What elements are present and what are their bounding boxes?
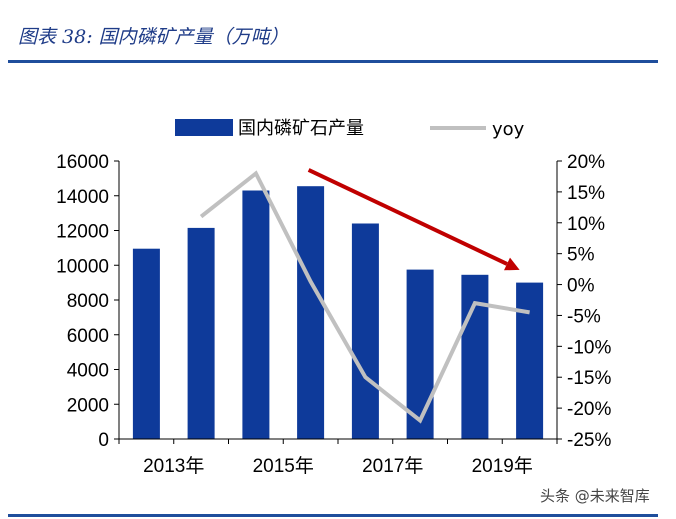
y-left-tick-label: 12000 <box>56 222 109 243</box>
y-left-tick-label: 4000 <box>67 361 109 382</box>
y-left-tick-label: 2000 <box>67 395 109 416</box>
trend-arrow-shaft <box>307 168 508 266</box>
y-right-tick-label: 20% <box>567 152 605 173</box>
y-right-tick-label: 5% <box>567 245 595 266</box>
x-tick-label: 2013年 <box>143 455 204 477</box>
bar-4 <box>351 223 379 439</box>
y-right-tick-label: 0% <box>567 276 595 297</box>
y-right-tick-label: -25% <box>567 430 611 451</box>
bar-3 <box>297 186 325 439</box>
y-left-tick-label: 8000 <box>67 291 109 312</box>
legend-bar-label: 国内磷矿石产量 <box>238 118 364 139</box>
y-right-tick-label: -20% <box>567 399 611 420</box>
bar-2 <box>242 190 270 439</box>
y-left-tick-label: 10000 <box>56 256 109 277</box>
bottom-rule <box>8 514 658 517</box>
y-right-tick-label: 15% <box>567 183 605 204</box>
y-right-tick-label: -5% <box>567 306 601 327</box>
axes: 0 2000 4000 6000 8000 10000 12000 14000 16000 20%… <box>56 152 611 477</box>
bar-0 <box>132 248 160 439</box>
bar-5 <box>406 269 434 439</box>
y-right-tick-label: -15% <box>567 368 611 389</box>
y-left-tick-label: 0 <box>98 430 109 451</box>
trend-annotation <box>307 168 520 271</box>
yoy-series <box>199 170 530 424</box>
figure-title: 图表 38: 国内磷矿产量（万吨） <box>18 26 289 48</box>
bar-1 <box>187 227 215 439</box>
bar-7 <box>516 282 544 439</box>
legend-bar-swatch <box>175 119 233 136</box>
bar-6 <box>461 274 489 439</box>
trend-arrow-head <box>504 257 520 271</box>
y-left-tick-label: 6000 <box>67 326 109 347</box>
y-right-tick-label: 10% <box>567 214 605 235</box>
watermark: 头条 @未来智库 <box>540 487 650 505</box>
legend: 国内磷矿石产量 yoy <box>175 118 525 140</box>
top-rule <box>8 60 658 63</box>
x-tick-label: 2015年 <box>253 455 314 477</box>
legend-line-label: yoy <box>492 119 525 140</box>
x-tick-label: 2017年 <box>362 455 423 477</box>
x-tick-label: 2019年 <box>472 455 533 477</box>
y-left-tick-label: 14000 <box>56 187 109 208</box>
y-left-tick-label: 16000 <box>56 152 109 173</box>
bar-series <box>132 186 544 439</box>
y-right-tick-label: -10% <box>567 337 611 358</box>
